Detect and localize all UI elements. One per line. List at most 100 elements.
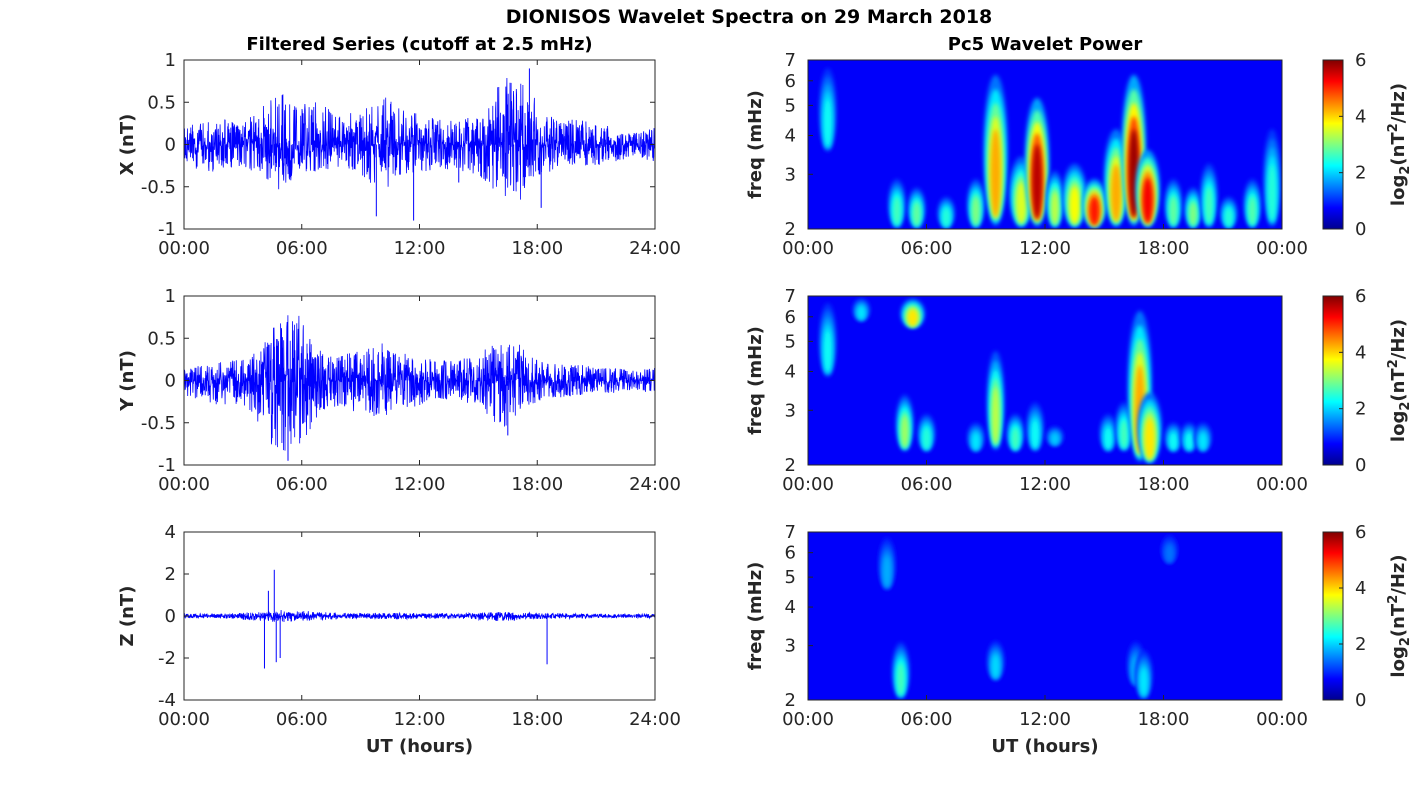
power-blob (1268, 164, 1276, 222)
x-tick-label: 18:00 (511, 709, 563, 730)
y-tick-label: 3 (785, 636, 796, 657)
colorbar-label: log2(nT2/Hz) (1386, 554, 1413, 677)
power-blob (1169, 432, 1177, 450)
x-tick-label: 00:00 (1256, 709, 1308, 730)
series-trace (183, 609, 656, 623)
x-tick-label: 18:00 (511, 238, 563, 259)
y-tick-label: 3 (785, 400, 796, 421)
y-tick-label: 0 (165, 135, 176, 156)
y-tick-label: 5 (785, 331, 796, 352)
y-tick-label: 0 (165, 606, 176, 627)
power-blob (990, 129, 1001, 218)
x-tick-label: 12:00 (1019, 709, 1071, 730)
y-tick-label: 0.5 (147, 92, 176, 113)
power-blob (1031, 419, 1039, 449)
power-blob (883, 556, 891, 588)
power-blob (907, 309, 918, 327)
x-tick-label: 18:00 (511, 474, 563, 495)
y-tick-label: -0.5 (141, 413, 176, 434)
y-tick-label: -0.5 (141, 177, 176, 198)
colorbar-label: log2(nT2/Hz) (1386, 83, 1413, 206)
power-blob (1140, 667, 1148, 697)
power-blob (901, 415, 909, 448)
y-tick-label: 6 (785, 71, 796, 92)
power-blob (857, 306, 865, 320)
panel-title: Filtered Series (cutoff at 2.5 mHz) (246, 34, 592, 55)
y-tick-label: 4 (785, 597, 796, 618)
y-tick-label: -4 (158, 690, 176, 711)
heatmap-cells (819, 298, 1212, 464)
power-blob (1144, 418, 1155, 460)
x-axis-label: UT (hours) (991, 736, 1098, 757)
y-tick-label: 7 (785, 522, 796, 543)
power-blob (913, 202, 921, 226)
y-tick-label: -2 (158, 648, 176, 669)
power-blob (972, 432, 980, 450)
power-blob (824, 329, 832, 373)
y-tick-label: 4 (785, 361, 796, 382)
colorbar-gradient (1322, 531, 1344, 701)
x-tick-label: 00:00 (158, 709, 210, 730)
x-tick-label: 06:00 (276, 238, 328, 259)
y-axis-label: freq (mHz) (745, 90, 766, 199)
power-blob (1189, 202, 1197, 226)
x-tick-label: 12:00 (394, 474, 446, 495)
power-blob (1089, 196, 1100, 226)
y-tick-label: 7 (785, 50, 796, 71)
colorbar-tick-label: 6 (1355, 522, 1366, 543)
power-blob (1185, 432, 1193, 450)
power-blob (1225, 208, 1233, 227)
x-tick-label: 12:00 (394, 709, 446, 730)
series-trace (183, 77, 656, 200)
heatmap-cells (819, 68, 1281, 229)
colorbar-tick-label: 6 (1355, 50, 1366, 71)
power-blob (1120, 419, 1128, 449)
panels: -1 -0.5 0 0.5 1 00:00 06:00 12:00 18:00 24:00 X (n… (117, 34, 1413, 757)
y-tick-label: 2 (165, 564, 176, 585)
power-blob (1069, 186, 1080, 224)
power-blob (824, 98, 832, 147)
power-blob (972, 196, 980, 226)
colorbar: 0 2 4 6 log2(nT2/Hz) (1322, 286, 1413, 476)
y-tick-label: 0.5 (147, 328, 176, 349)
x-tick-label: 06:00 (901, 474, 953, 495)
colorbar-tick-label: 2 (1355, 163, 1366, 184)
y-tick-label: 0 (165, 371, 176, 392)
colorbar-tick-label: 0 (1355, 455, 1366, 476)
line-panel-left-top: -1 -0.5 0 0.5 1 00:00 06:00 12:00 18:00 24:00 X (n… (117, 34, 681, 259)
y-tick-label: 2 (785, 219, 796, 240)
line-panel-left-bottom: -4 -2 0 2 4 00:00 06:00 12:00 18:00 24:00 Z (nT) UT… (117, 522, 681, 757)
y-tick-label: 5 (785, 95, 796, 116)
y-tick-label: 7 (785, 286, 796, 307)
colorbar-tick-label: 0 (1355, 219, 1366, 240)
x-tick-label: 18:00 (1138, 474, 1190, 495)
x-tick-label: 18:00 (1138, 238, 1190, 259)
y-tick-label: 4 (785, 125, 796, 146)
power-blob (1051, 433, 1059, 445)
line-panel-left-middle: -1 -0.5 0 0.5 1 00:00 06:00 12:00 18:00 24:00 Y (n… (117, 286, 681, 495)
x-tick-label: 00:00 (782, 238, 834, 259)
colorbar-tick-label: 4 (1355, 342, 1366, 363)
x-tick-label: 24:00 (629, 709, 681, 730)
power-blob (1165, 545, 1173, 563)
y-tick-label: 3 (785, 164, 796, 185)
colorbar: 0 2 4 6 log2(nT2/Hz) (1322, 50, 1413, 240)
x-tick-label: 00:00 (782, 474, 834, 495)
x-tick-label: 12:00 (394, 238, 446, 259)
y-tick-label: 1 (165, 286, 176, 307)
power-blob (1248, 196, 1256, 226)
y-axis-label: Z (nT) (117, 586, 138, 647)
power-blob (992, 655, 1000, 679)
power-blob (1169, 196, 1177, 226)
y-tick-label: 5 (785, 567, 796, 588)
x-tick-label: 06:00 (901, 238, 953, 259)
x-tick-label: 06:00 (276, 474, 328, 495)
x-tick-label: 24:00 (629, 474, 681, 495)
y-axis-label: freq (mHz) (745, 326, 766, 435)
power-blob (1199, 432, 1207, 450)
colorbar-label: log2(nT2/Hz) (1386, 319, 1413, 442)
figure-title: DIONISOS Wavelet Spectra on 29 March 201… (506, 6, 993, 28)
x-tick-label: 06:00 (901, 709, 953, 730)
y-tick-label: 4 (165, 522, 176, 543)
